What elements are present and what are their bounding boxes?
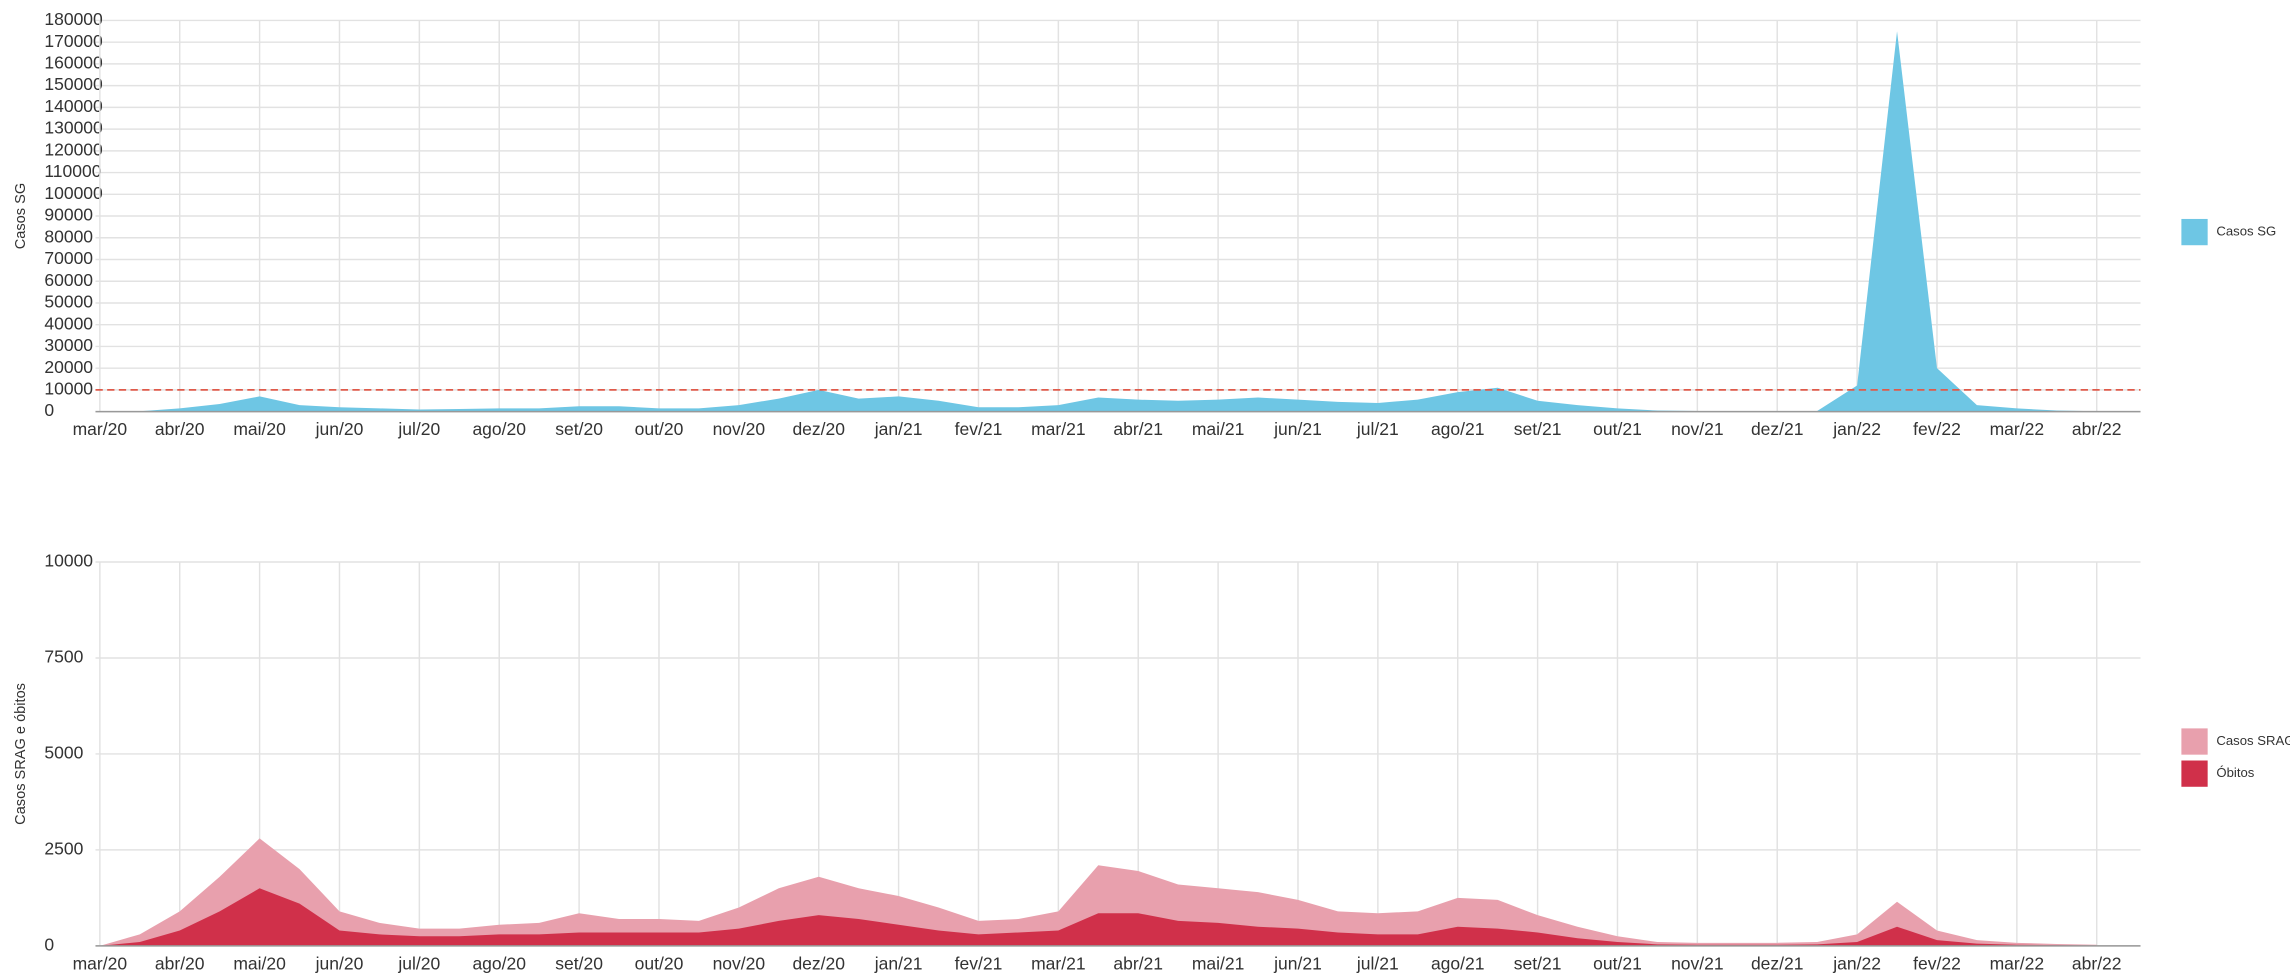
x-tick-label: set/21 — [1514, 953, 1562, 973]
x-tick-label: ago/21 — [1431, 419, 1485, 439]
x-tick-label: mar/21 — [1031, 953, 1085, 973]
x-tick-label: fev/22 — [1913, 953, 1961, 973]
x-tick-label: ago/20 — [472, 953, 526, 973]
y-tick-label: 90000 — [44, 205, 93, 225]
x-tick-label: set/20 — [555, 419, 603, 439]
y-axis-label: Casos SRAG e óbitos — [13, 683, 29, 825]
y-tick-label: 120000 — [44, 139, 103, 159]
x-tick-label: mar/22 — [1990, 953, 2044, 973]
x-tick-label: out/20 — [635, 953, 684, 973]
x-tick-label: out/20 — [635, 419, 684, 439]
area — [99, 888, 2097, 946]
y-tick-label: 160000 — [44, 53, 103, 73]
y-tick-label: 80000 — [44, 226, 93, 246]
y-tick-label: 140000 — [44, 96, 103, 116]
x-tick-label: jun/20 — [315, 419, 364, 439]
y-tick-label: 30000 — [44, 335, 93, 355]
x-tick-label: abr/22 — [2072, 953, 2122, 973]
y-tick-label: 150000 — [44, 74, 103, 94]
x-tick-label: mai/21 — [1192, 953, 1245, 973]
y-tick-label: 5000 — [44, 743, 83, 763]
y-tick-label: 10000 — [44, 379, 93, 399]
y-tick-label: 0 — [44, 935, 54, 955]
x-tick-label: ago/20 — [472, 419, 526, 439]
x-tick-label: jan/22 — [1832, 953, 1881, 973]
legend-label: Casos SG — [2216, 224, 2276, 239]
x-tick-label: fev/21 — [955, 419, 1003, 439]
y-tick-label: 130000 — [44, 118, 103, 138]
y-tick-label: 10000 — [44, 551, 93, 571]
x-tick-label: nov/21 — [1671, 953, 1724, 973]
legend-swatch — [2181, 218, 2208, 246]
y-tick-label: 0 — [44, 400, 54, 420]
x-tick-label: ago/21 — [1431, 953, 1485, 973]
area — [99, 31, 2097, 412]
y-tick-label: 40000 — [44, 313, 93, 333]
x-tick-label: abr/20 — [155, 419, 205, 439]
x-tick-label: dez/20 — [792, 953, 845, 973]
x-tick-label: mar/20 — [73, 419, 128, 439]
y-tick-label: 50000 — [44, 292, 93, 312]
x-tick-label: mai/20 — [233, 419, 286, 439]
x-tick-label: jul/21 — [1356, 419, 1399, 439]
y-tick-label: 7500 — [44, 647, 83, 667]
x-tick-label: mar/21 — [1031, 419, 1085, 439]
x-tick-label: mai/20 — [233, 953, 286, 973]
x-tick-label: nov/20 — [713, 953, 766, 973]
x-tick-label: jul/20 — [397, 953, 440, 973]
x-tick-label: dez/21 — [1751, 953, 1804, 973]
y-tick-label: 60000 — [44, 270, 93, 290]
legend-label: Casos SRAG — [2216, 733, 2290, 748]
y-tick-label: 70000 — [44, 248, 93, 268]
x-tick-label: abr/21 — [1113, 953, 1163, 973]
x-tick-label: jun/20 — [315, 953, 364, 973]
y-tick-label: 170000 — [44, 31, 103, 51]
x-tick-label: jun/21 — [1273, 419, 1322, 439]
x-tick-label: abr/21 — [1113, 419, 1163, 439]
area — [99, 838, 2097, 946]
legend-swatch — [2181, 728, 2208, 755]
x-tick-label: jun/21 — [1273, 953, 1322, 973]
x-tick-label: jul/21 — [1356, 953, 1399, 973]
y-tick-label: 100000 — [44, 183, 103, 203]
x-tick-label: mar/22 — [1990, 419, 2044, 439]
y-axis-label: Casos SG — [13, 183, 29, 249]
x-tick-label: jan/21 — [874, 419, 923, 439]
x-tick-label: jan/21 — [874, 953, 923, 973]
x-tick-label: jul/20 — [397, 419, 440, 439]
x-tick-label: mai/21 — [1192, 419, 1245, 439]
x-tick-label: out/21 — [1593, 419, 1642, 439]
x-tick-label: fev/21 — [955, 953, 1003, 973]
x-tick-label: abr/22 — [2072, 419, 2122, 439]
x-tick-label: nov/21 — [1671, 419, 1724, 439]
x-tick-label: out/21 — [1593, 953, 1642, 973]
x-tick-label: set/20 — [555, 953, 603, 973]
x-tick-label: dez/21 — [1751, 419, 1804, 439]
y-tick-label: 20000 — [44, 357, 93, 377]
x-tick-label: mar/20 — [73, 953, 128, 973]
y-tick-label: 2500 — [44, 839, 83, 859]
y-tick-label: 110000 — [44, 161, 101, 181]
y-tick-label: 180000 — [44, 9, 103, 29]
x-tick-label: jan/22 — [1832, 419, 1881, 439]
x-tick-label: dez/20 — [792, 419, 845, 439]
legend-label: Óbitos — [2216, 765, 2254, 780]
x-tick-label: abr/20 — [155, 953, 205, 973]
x-tick-label: nov/20 — [713, 419, 766, 439]
x-tick-label: fev/22 — [1913, 419, 1961, 439]
x-tick-label: set/21 — [1514, 419, 1562, 439]
legend-swatch — [2181, 760, 2208, 787]
